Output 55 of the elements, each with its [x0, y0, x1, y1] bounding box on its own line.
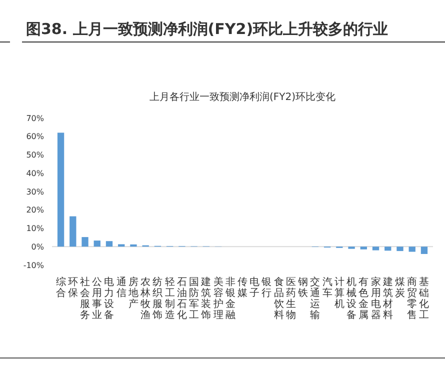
chart-subtitle: 上月各行业一致预测净利润(FY2)环比变化: [149, 91, 336, 103]
x-tick-label: 美容护理: [212, 276, 224, 321]
x-tick-label: 医药生物: [286, 277, 296, 321]
y-tick-label: 10%: [26, 224, 44, 234]
bar: [372, 246, 380, 250]
x-tick-label: 计算机: [334, 276, 344, 310]
x-tick-label: 公用事业: [92, 276, 102, 321]
x-tick-label: 石油石化: [176, 277, 187, 321]
bar: [94, 240, 100, 247]
x-tick-label: 家用电器: [370, 276, 381, 321]
y-tick-label: 70%: [26, 114, 44, 123]
bar: [360, 246, 367, 250]
y-tick-label: -10%: [23, 260, 44, 270]
x-tick-label: 机械设备: [346, 276, 357, 321]
x-tick-label: 银行: [260, 277, 272, 299]
y-tick-label: 20%: [26, 206, 44, 215]
x-tick-label: 纺织服饰: [152, 276, 163, 321]
chart-title: 图38. 上月一致预测净利润(FY2)环比上升较多的行业: [26, 20, 388, 38]
bar: [82, 237, 88, 247]
x-tick-label: 交通运输: [310, 276, 320, 321]
bar: [70, 216, 76, 247]
y-tick-label: 30%: [26, 187, 44, 196]
x-tick-label: 钢铁: [297, 277, 308, 299]
x-tick-label: 建筑装饰: [200, 276, 212, 321]
bar: [384, 246, 392, 251]
x-tick-label: 农林牧渔: [140, 277, 151, 321]
x-tick-label: 电子: [250, 276, 260, 299]
bar: [57, 132, 64, 247]
x-tick-label: 食品饮料: [272, 276, 284, 321]
y-tick-label: 50%: [26, 150, 44, 160]
x-tick-label: 环保: [68, 277, 78, 299]
x-tick-label: 国防军工: [189, 277, 200, 321]
bar: [106, 241, 113, 247]
x-tick-label: 电力设备: [104, 276, 114, 321]
x-tick-label: 汽车: [322, 276, 332, 299]
x-tick-label: 非银金融: [224, 276, 236, 321]
bar: [420, 246, 428, 254]
x-tick-label: 建筑材料: [382, 276, 393, 321]
x-tick-label: 综合: [56, 276, 66, 299]
y-tick-label: 40%: [26, 168, 44, 178]
x-tick-label: 社会服务: [80, 276, 90, 321]
bar: [396, 246, 404, 252]
x-tick-label: 传媒: [238, 277, 248, 299]
y-tick-label: 60%: [26, 132, 44, 142]
x-tick-label: 轻工制造: [164, 276, 175, 321]
bar: [118, 244, 125, 247]
x-tick-label: 通信: [116, 276, 126, 299]
bar: [130, 244, 137, 247]
x-tick-label: 商贸零售: [407, 276, 418, 321]
bar: [408, 246, 416, 252]
x-tick-label: 有色金属: [358, 276, 369, 321]
x-tick-label: 基础化工: [418, 276, 430, 321]
y-tick-label: 0%: [31, 242, 44, 252]
x-tick-label: 煤炭: [394, 276, 405, 299]
x-tick-label: 房地产: [127, 276, 138, 310]
